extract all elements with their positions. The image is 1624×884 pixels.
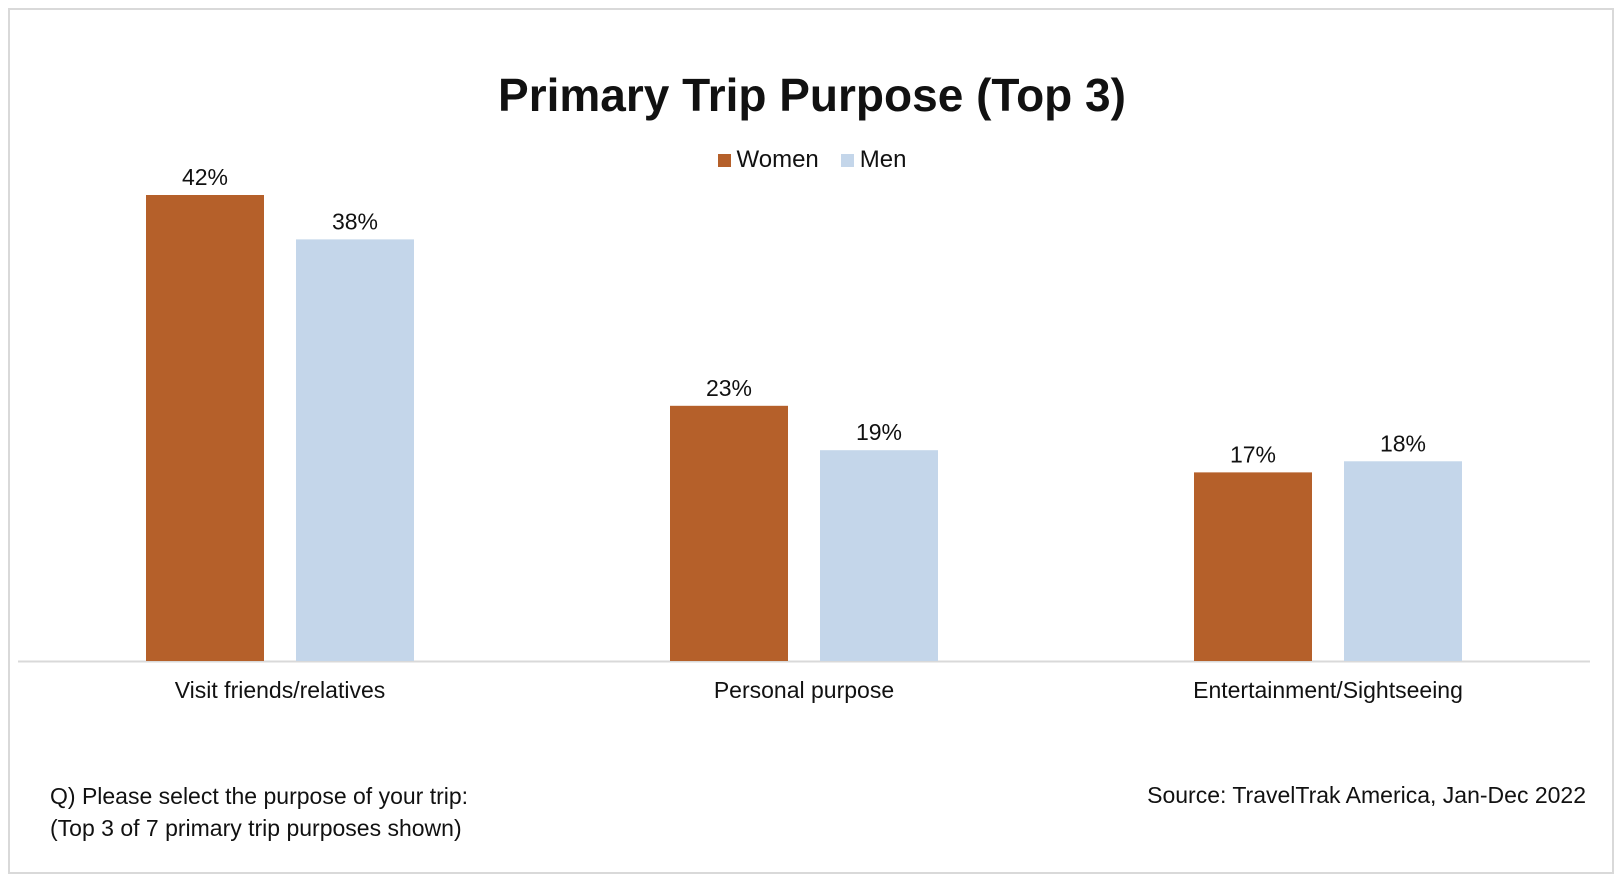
legend-item-men: Men bbox=[840, 146, 907, 174]
bar-women-2 bbox=[1194, 472, 1312, 661]
category-label-1: Personal purpose bbox=[714, 677, 894, 703]
data-label-women-0: 42% bbox=[182, 164, 228, 190]
data-label-women-1: 23% bbox=[706, 375, 752, 401]
legend-item-women: Women bbox=[717, 146, 819, 174]
note-line-2: (Top 3 of 7 primary trip purposes shown) bbox=[50, 815, 462, 841]
data-label-men-1: 19% bbox=[856, 419, 902, 445]
chart-legend: Women Men bbox=[0, 146, 1624, 174]
source-note: Source: TravelTrak America, Jan-Dec 2022 bbox=[1147, 782, 1586, 808]
data-label-women-2: 17% bbox=[1230, 441, 1276, 467]
legend-swatch-men bbox=[840, 153, 854, 167]
category-label-0: Visit friends/relatives bbox=[175, 677, 386, 703]
bar-men-2 bbox=[1344, 461, 1462, 661]
category-label-2: Entertainment/Sightseeing bbox=[1193, 677, 1463, 703]
bar-men-1 bbox=[820, 450, 938, 661]
legend-label-men: Men bbox=[859, 146, 907, 173]
survey-question-note: Q) Please select the purpose of your tri… bbox=[50, 780, 468, 844]
bar-women-0 bbox=[146, 195, 264, 661]
chart-title: Primary Trip Purpose (Top 3) bbox=[498, 69, 1126, 121]
data-label-men-0: 38% bbox=[332, 208, 378, 234]
data-label-men-2: 18% bbox=[1380, 430, 1426, 456]
bar-men-0 bbox=[296, 239, 414, 661]
chart-frame bbox=[8, 8, 1614, 874]
legend-swatch-women bbox=[717, 153, 731, 167]
legend-label-women: Women bbox=[736, 146, 819, 173]
bar-women-1 bbox=[670, 405, 788, 661]
note-line-1: Q) Please select the purpose of your tri… bbox=[50, 783, 469, 809]
